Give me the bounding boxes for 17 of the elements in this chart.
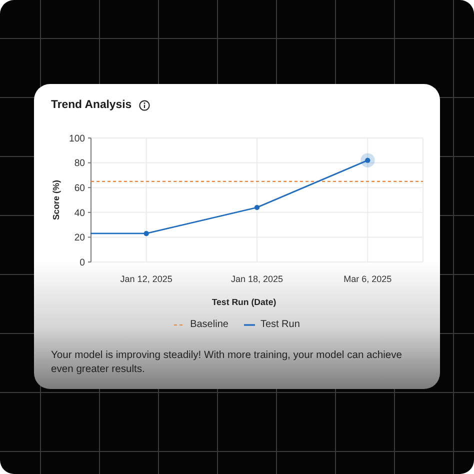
y-tick-label: 100 [68,133,85,144]
y-tick-label: 80 [74,158,85,170]
y-tick-label: 60 [74,182,85,194]
x-axis-title: Test Run (Date) [212,297,276,307]
x-tick-label: Mar 6, 2025 [344,274,392,284]
point [144,230,149,236]
y-tick-label: 0 [80,257,85,268]
legend-label: Test Run [260,319,300,330]
x-tick-label: Jan 18, 2025 [230,274,284,284]
legend-label: Baseline [190,319,228,330]
y-tick-label: 40 [74,208,85,219]
x-tick-label: Jan 12, 2025 [120,274,172,284]
point [254,204,260,210]
y-tick-label: 20 [74,232,85,244]
y-axis-title: Score (%) [51,180,61,220]
text: Your model is improving steadily! With more training, your model can achieve even greater results. [51,349,404,377]
chart-title: Trend Analysis [51,99,132,111]
